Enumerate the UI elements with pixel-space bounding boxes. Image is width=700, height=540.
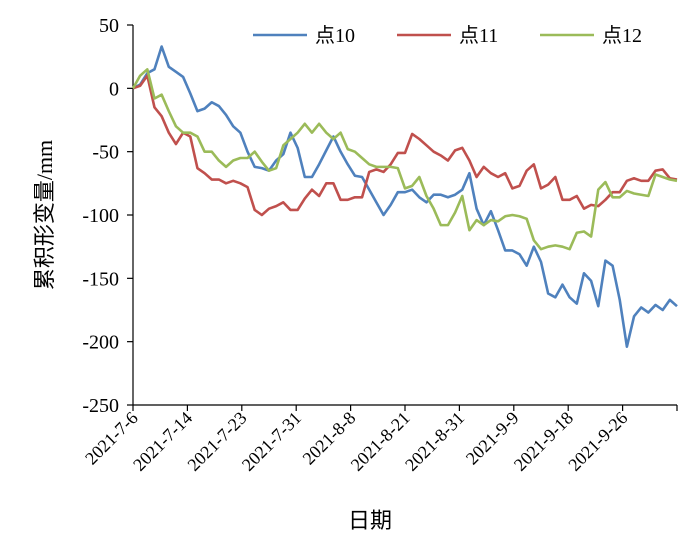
y-axis-title: 累积形变量/mm	[32, 140, 57, 290]
legend-label-2: 点11	[459, 24, 498, 47]
y-tick-label: -150	[82, 268, 119, 290]
x-axis-title: 日期	[348, 508, 392, 533]
y-tick-label: -100	[82, 205, 119, 227]
y-tick-label: 0	[109, 78, 119, 100]
legend: 点10 点11 点12	[253, 24, 642, 47]
series-line-3	[131, 68, 678, 251]
legend-label-1: 点10	[315, 24, 355, 47]
axes: 500-50-100-150-200-2502021-7-62021-7-142…	[81, 15, 678, 475]
series-line-2	[132, 74, 678, 217]
x-tick-label: 2021-9-26	[564, 408, 631, 475]
x-tick-label: 2021-8-31	[401, 408, 468, 475]
y-tick-label: -200	[82, 332, 119, 354]
y-tick-label: -50	[92, 142, 119, 164]
legend-label-3: 点12	[602, 24, 642, 47]
x-tick-label: 2021-7-31	[238, 408, 305, 475]
y-tick-label: -250	[82, 395, 119, 417]
y-tick-label: 50	[99, 15, 119, 37]
series-line-1	[132, 45, 678, 349]
series-layer	[131, 45, 678, 349]
